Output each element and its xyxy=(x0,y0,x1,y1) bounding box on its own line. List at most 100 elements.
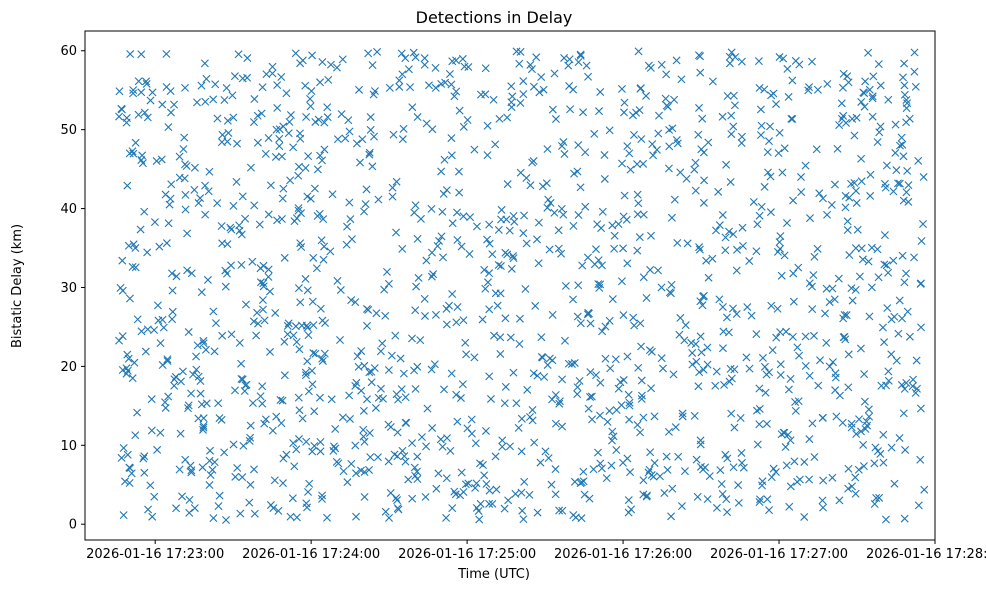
data-point xyxy=(905,114,914,123)
data-point xyxy=(442,186,451,195)
data-point xyxy=(163,357,172,366)
data-point xyxy=(518,506,527,515)
data-point xyxy=(413,452,422,461)
data-point xyxy=(712,503,721,512)
data-point xyxy=(586,368,595,377)
data-point xyxy=(303,323,312,332)
data-point xyxy=(729,91,738,100)
data-point xyxy=(261,149,270,158)
data-point xyxy=(765,137,773,146)
data-point xyxy=(343,222,352,231)
data-point xyxy=(783,64,792,73)
data-point xyxy=(423,404,432,413)
data-point xyxy=(481,90,490,99)
data-point xyxy=(882,161,891,170)
plot-frame xyxy=(84,30,936,541)
data-point xyxy=(333,135,342,144)
data-point xyxy=(184,401,193,410)
data-point xyxy=(190,504,199,513)
data-point xyxy=(318,58,327,67)
data-point xyxy=(882,381,891,390)
data-point xyxy=(643,491,651,500)
data-point xyxy=(635,106,644,115)
chart-title: Detections in Delay xyxy=(416,8,573,27)
data-point xyxy=(256,278,265,287)
data-point xyxy=(557,249,566,258)
data-point xyxy=(229,113,238,122)
data-point xyxy=(692,455,701,464)
data-point xyxy=(550,208,559,217)
data-point xyxy=(431,310,440,319)
data-point xyxy=(162,83,171,91)
data-point xyxy=(259,282,268,291)
data-point xyxy=(544,454,553,463)
data-point xyxy=(791,406,800,415)
data-point xyxy=(699,465,708,474)
data-point xyxy=(306,94,315,103)
data-point xyxy=(161,190,170,199)
data-point xyxy=(360,492,369,501)
data-point xyxy=(623,142,632,151)
data-point xyxy=(316,447,325,456)
data-point xyxy=(280,337,289,346)
data-point xyxy=(548,310,557,319)
data-point xyxy=(614,384,623,393)
data-point xyxy=(597,464,606,473)
data-point xyxy=(249,118,258,127)
data-point xyxy=(133,315,142,324)
data-point xyxy=(778,168,787,177)
data-point xyxy=(543,360,552,369)
data-point xyxy=(154,316,163,325)
data-point xyxy=(540,372,549,381)
data-point xyxy=(146,481,155,490)
data-point xyxy=(714,187,723,196)
data-point xyxy=(393,428,402,437)
data-point xyxy=(581,202,590,211)
data-point xyxy=(292,513,301,522)
data-point xyxy=(431,83,440,92)
data-point xyxy=(270,476,279,485)
data-point xyxy=(551,115,560,124)
data-point xyxy=(581,148,590,157)
data-point xyxy=(876,81,885,90)
data-point xyxy=(224,128,233,137)
data-point xyxy=(257,109,266,118)
data-point xyxy=(695,245,704,254)
data-point xyxy=(561,281,570,290)
data-point xyxy=(726,177,735,186)
data-point xyxy=(529,157,538,166)
data-point xyxy=(737,458,746,467)
data-point xyxy=(775,128,784,137)
data-point xyxy=(170,100,179,109)
data-point xyxy=(286,111,295,120)
data-point xyxy=(301,164,310,172)
data-point xyxy=(206,446,215,455)
data-point xyxy=(126,464,135,473)
data-point xyxy=(353,352,362,361)
data-point xyxy=(784,92,793,101)
data-point xyxy=(461,480,470,489)
data-point xyxy=(309,253,318,262)
data-point xyxy=(438,442,447,451)
data-point xyxy=(761,388,770,397)
data-point xyxy=(453,302,462,311)
data-point xyxy=(852,198,861,207)
data-point xyxy=(623,352,632,361)
data-point xyxy=(142,77,151,86)
data-point xyxy=(496,289,505,298)
data-point xyxy=(121,477,130,486)
data-point xyxy=(671,423,680,432)
data-point xyxy=(129,89,138,98)
data-point xyxy=(384,457,393,466)
data-point xyxy=(483,235,492,244)
data-point xyxy=(472,503,481,512)
data-point xyxy=(505,442,514,451)
data-point xyxy=(143,248,152,257)
data-point xyxy=(819,503,828,512)
data-point xyxy=(448,504,457,513)
data-point xyxy=(200,59,209,68)
data-point xyxy=(634,199,643,208)
data-point xyxy=(736,414,745,422)
data-point xyxy=(310,407,319,416)
data-point xyxy=(134,77,143,86)
